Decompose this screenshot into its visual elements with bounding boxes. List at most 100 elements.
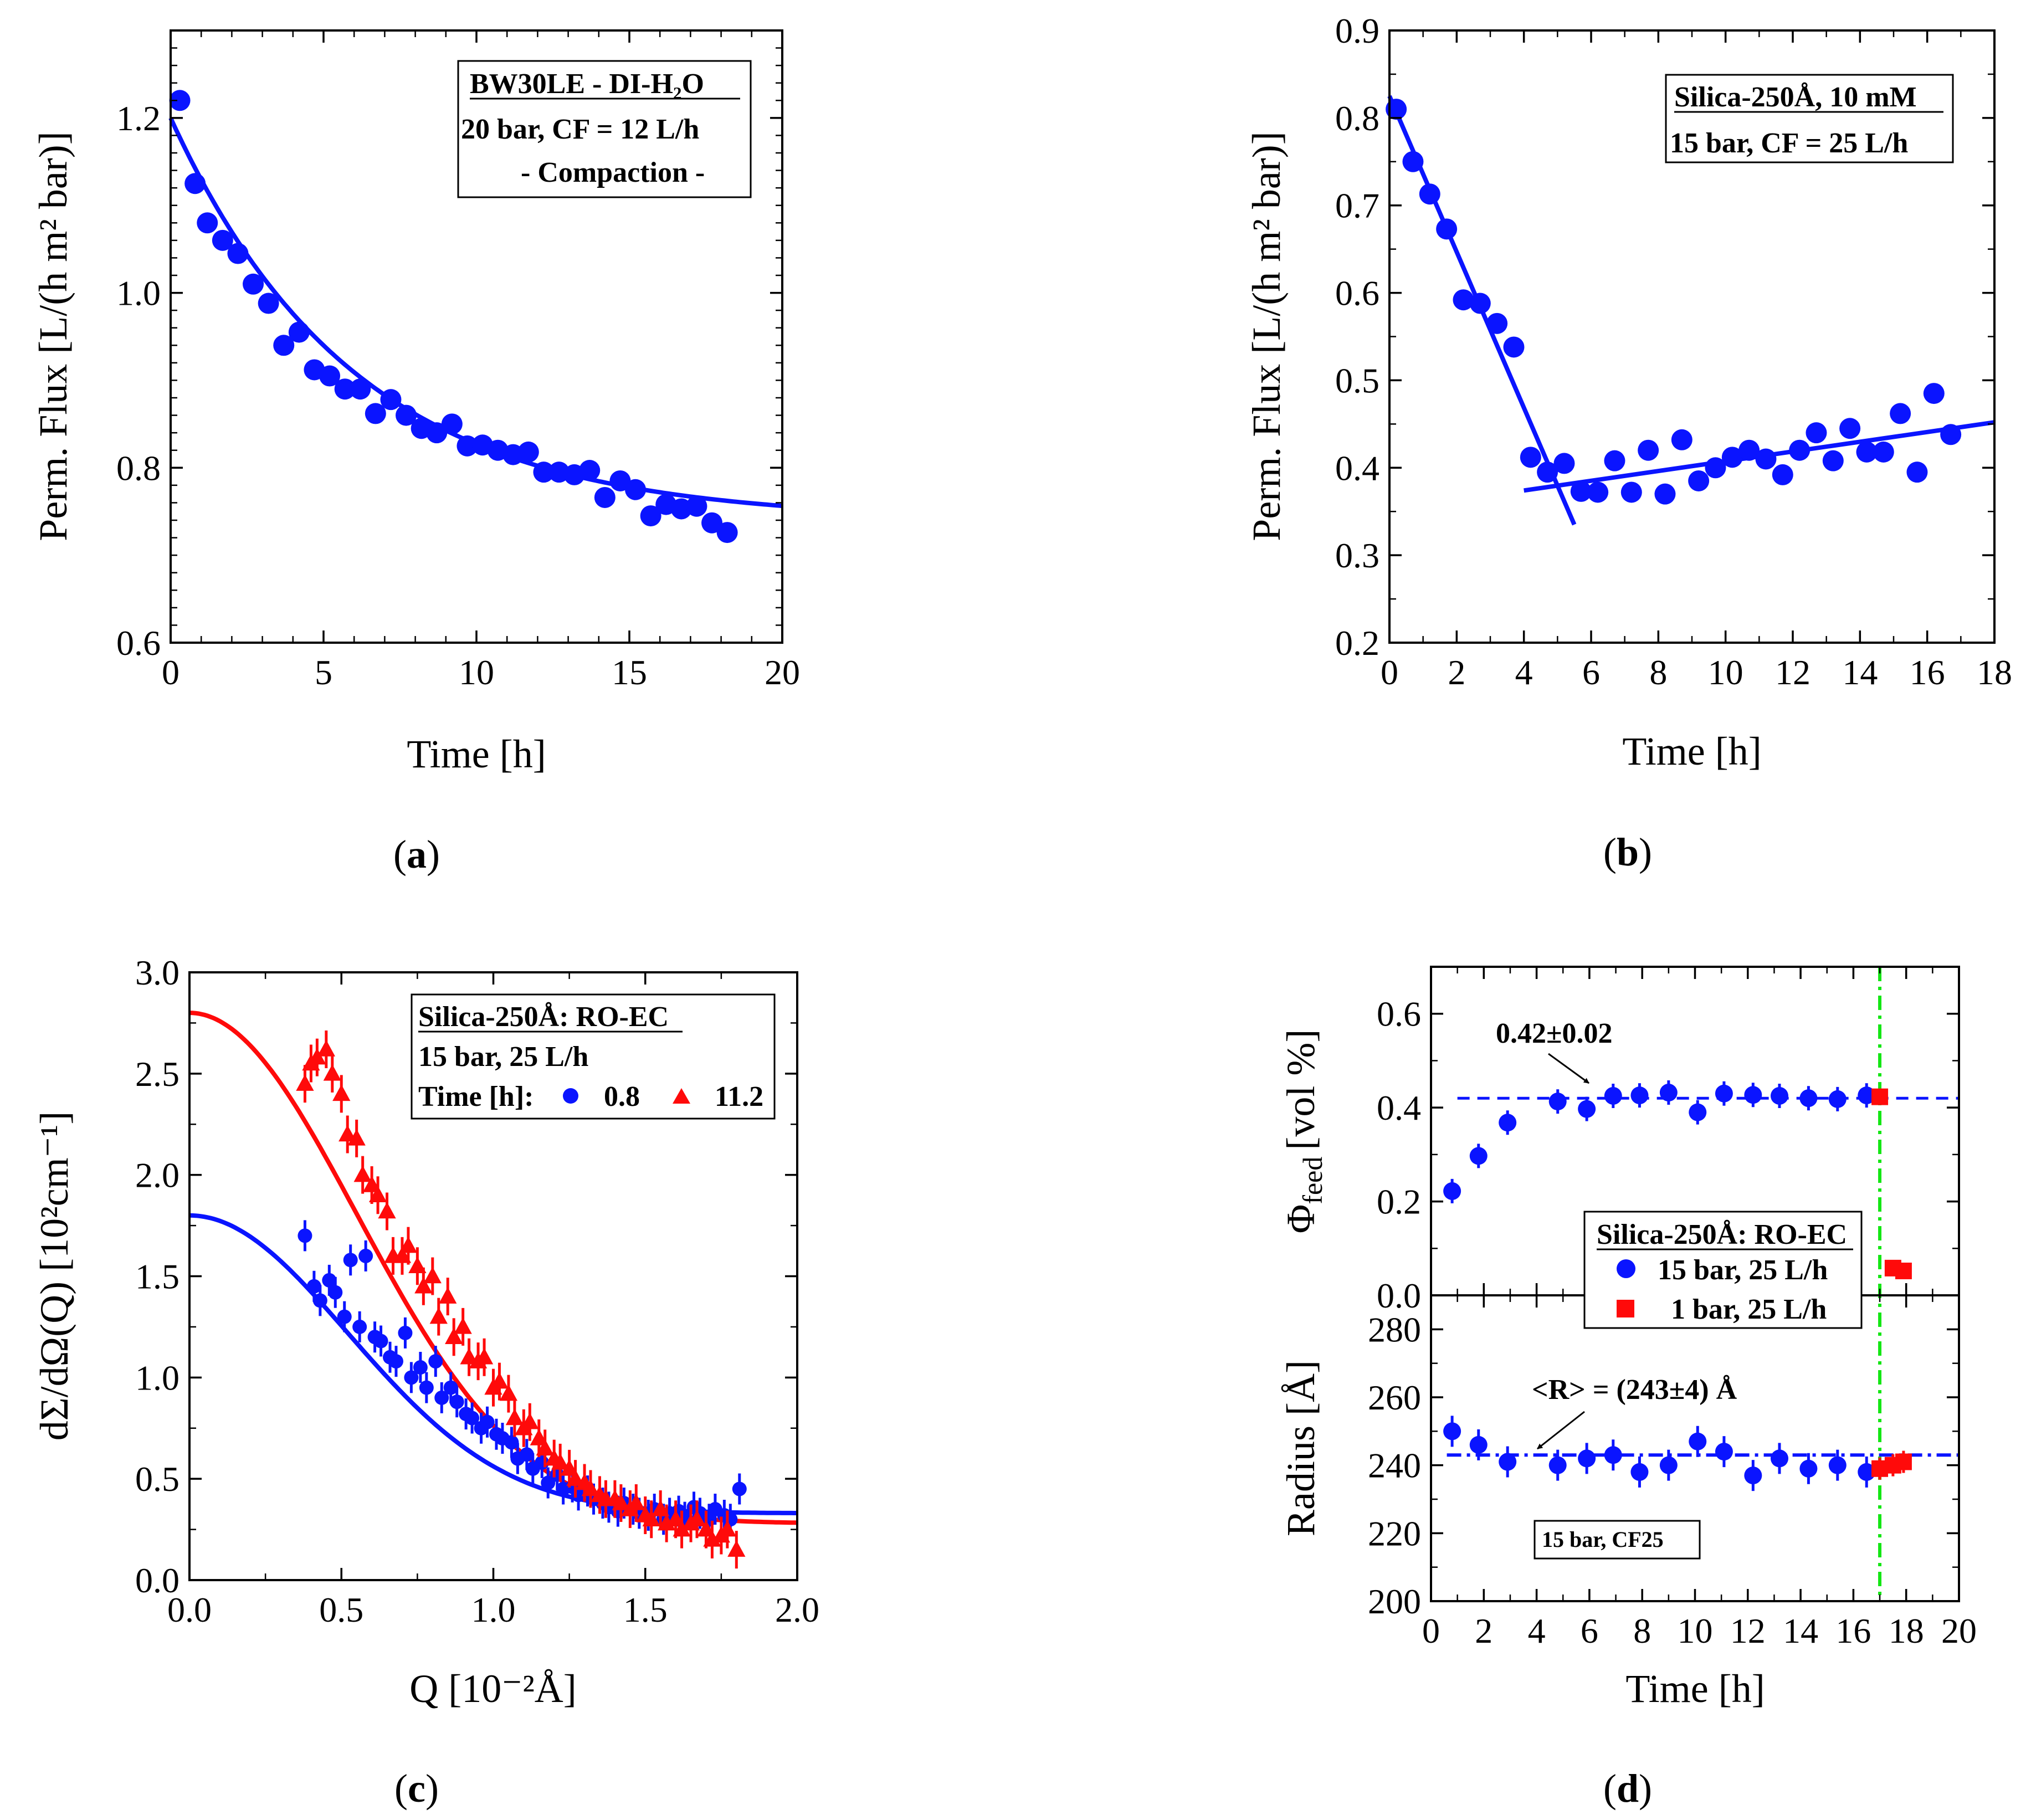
panel-c-data-point-11.2 xyxy=(521,1412,539,1429)
panel-c-data-point-11.2 xyxy=(296,1074,314,1091)
panel-d-top-point-15bar xyxy=(1499,1114,1517,1132)
panel-c-data-point-0.8 xyxy=(732,1481,747,1496)
panel-c-data-point-11.2 xyxy=(673,1520,691,1537)
panel-b-data-point xyxy=(1873,441,1894,463)
x-tick-label: 0 xyxy=(1381,653,1398,692)
panel-c-xlabel: Q [10⁻²Å] xyxy=(409,1667,577,1711)
panel-c-data-point-0.8 xyxy=(352,1319,367,1334)
panel-a-data-point xyxy=(169,90,191,111)
panel-a-data-point xyxy=(365,403,386,424)
panel-c-data-point-11.2 xyxy=(414,1276,433,1294)
panel-c-data-point-0.8 xyxy=(298,1228,312,1243)
panel-b-data-point xyxy=(1923,383,1945,404)
panel-d-top-point-15bar xyxy=(1689,1103,1707,1121)
panel-c-data-point-11.2 xyxy=(536,1439,554,1456)
panel-a-legend-line-1: 20 bar, CF = 12 L/h xyxy=(461,114,699,145)
panel-b: 0 2 4 6 8 10 12 14 16 180.20.30.40.50.60.70.80.9 … xyxy=(1244,11,2012,874)
panel-d-top-point-15bar xyxy=(1744,1086,1762,1104)
panel-c-data-point-11.2 xyxy=(454,1317,472,1334)
panel-a-ticks: 0 5 10 15 20 0.6 0.8 1.0 1.2 xyxy=(116,30,800,692)
x-tick-label: 2 xyxy=(1475,1611,1493,1650)
panel-b-data-point xyxy=(1738,439,1760,461)
x-tick-label: 14 xyxy=(1842,653,1878,692)
panel-c-data-point-11.2 xyxy=(353,1165,372,1182)
y-tick-label: 220 xyxy=(1368,1514,1421,1553)
x-tick-label: 0 xyxy=(1422,1611,1440,1650)
panel-d-top-points xyxy=(1443,1080,1912,1279)
panel-a-data-point xyxy=(579,460,601,481)
panel-d-ticks: 0.0 0.2 0.4 0.6 0 2 4 6 8 10 12 14 16 18 20 200 220 240 26… xyxy=(1368,967,1977,1650)
y-tick-label: 2.5 xyxy=(135,1054,179,1094)
panel-c-data-point-11.2 xyxy=(688,1510,706,1527)
panel-c-data-point-0.8 xyxy=(337,1309,352,1324)
x-tick-label: 20 xyxy=(1941,1611,1977,1650)
panel-a-data-point xyxy=(258,293,279,314)
panel-d-legend-square-marker xyxy=(1617,1300,1634,1317)
panel-b-data-point xyxy=(1806,422,1827,444)
panel-a-data-point xyxy=(640,505,661,527)
x-tick-label: 14 xyxy=(1783,1611,1818,1650)
panel-c-data-point-11.2 xyxy=(530,1429,548,1445)
x-tick-label: 0 xyxy=(162,653,179,692)
panel-a-xlabel: Time [h] xyxy=(407,732,546,776)
panel-c-data-point-11.2 xyxy=(445,1327,463,1344)
panel-a-data-point xyxy=(441,413,463,435)
panel-b-data-point xyxy=(1604,450,1625,471)
panel-b-data-point xyxy=(1553,453,1575,474)
x-tick-label: 20 xyxy=(765,653,800,692)
panel-d-legend-entry-2: 1 bar, 25 L/h xyxy=(1671,1294,1827,1325)
panel-c-data-point-0.8 xyxy=(343,1253,358,1268)
panel-c-data-point-11.2 xyxy=(338,1125,357,1142)
panel-d-legend: Silica-250Å: RO-EC 15 bar, 25 L/h 1 bar,… xyxy=(1583,1211,1863,1329)
y-tick-label: 0.5 xyxy=(1335,361,1379,400)
panel-c-data-point-11.2 xyxy=(560,1459,578,1476)
panel-d-top-ylabel-sub: feed xyxy=(1297,1157,1328,1204)
panel-c-data-point-0.8 xyxy=(465,1411,480,1426)
panel-c-data-point-11.2 xyxy=(566,1469,584,1486)
panel-b-data-point xyxy=(1906,462,1928,483)
panel-b-data-point xyxy=(1705,457,1726,479)
x-tick-label: 12 xyxy=(1775,653,1811,692)
panel-c-data-point-11.2 xyxy=(666,1510,685,1527)
panel-b-legend-title: Silica-250Å, 10 mM xyxy=(1674,81,1917,113)
panel-c-ylabel: dΣ/dΩ(Q) [10²cm⁻¹] xyxy=(32,1111,76,1440)
y-tick-label: 260 xyxy=(1368,1378,1421,1417)
panel-d-top-annotation-arrow xyxy=(1548,1053,1589,1084)
panel-c-data-point-0.8 xyxy=(434,1390,449,1405)
x-tick-label: 6 xyxy=(1582,653,1600,692)
panel-a-data-point xyxy=(701,512,723,534)
panel-c-legend-box xyxy=(411,993,776,1120)
panel-c-data-point-11.2 xyxy=(551,1453,570,1470)
panel-d-caption: (d) xyxy=(1603,1766,1652,1811)
panel-c: 0.0 0.5 1.0 1.5 2.0 0.0 0.5 1.0 1.5 2.0 2.5 3.0 Sil… xyxy=(32,953,819,1811)
panel-b-legend: Silica-250Å, 10 mM 15 bar, CF = 25 L/h xyxy=(1665,74,1954,163)
panel-a-legend: BW30LE - DI-H₂O 20 bar, CF = 12 L/h - Co… xyxy=(457,60,752,198)
panel-c-data-point-0.8 xyxy=(373,1334,388,1349)
panel-d-top-point-15bar xyxy=(1799,1089,1818,1108)
panel-b-data-point xyxy=(1789,439,1811,461)
panel-a-data-point xyxy=(686,495,707,517)
panel-c-data-point-11.2 xyxy=(393,1246,412,1263)
panel-d-top-point-1bar xyxy=(1895,1262,1912,1279)
panel-c-data-point-11.2 xyxy=(642,1510,660,1527)
panel-c-data-point-11.2 xyxy=(718,1520,736,1537)
panel-c-data-point-11.2 xyxy=(697,1520,715,1537)
x-tick-label: 1.5 xyxy=(623,1590,668,1629)
y-tick-label: 240 xyxy=(1368,1446,1421,1485)
panel-a-data-point xyxy=(426,422,448,444)
y-tick-label: 1.0 xyxy=(116,274,161,313)
panel-c-ticks: 0.0 0.5 1.0 1.5 2.0 0.0 0.5 1.0 1.5 2.0 2.5 3.0 xyxy=(135,953,819,1629)
panel-c-data-point-0.8 xyxy=(519,1447,534,1462)
panel-b-xlabel: Time [h] xyxy=(1622,729,1761,773)
panel-d-top-ylabel-main: Φ xyxy=(1279,1204,1323,1234)
panel-d-top-point-15bar xyxy=(1828,1090,1847,1108)
panel-b-ylabel: Perm. Flux [L/(h m² bar)] xyxy=(1244,131,1289,541)
panel-d-bottom-point-15bar xyxy=(1744,1467,1762,1485)
panel-a-caption-letter: a xyxy=(407,832,427,876)
panel-d-bottom-point-15bar xyxy=(1604,1446,1622,1464)
panel-c-data-point-11.2 xyxy=(362,1175,381,1192)
panel-a-data-point xyxy=(594,486,616,508)
panel-b-data-point xyxy=(1671,429,1692,450)
panel-b-data-point xyxy=(1772,464,1793,485)
